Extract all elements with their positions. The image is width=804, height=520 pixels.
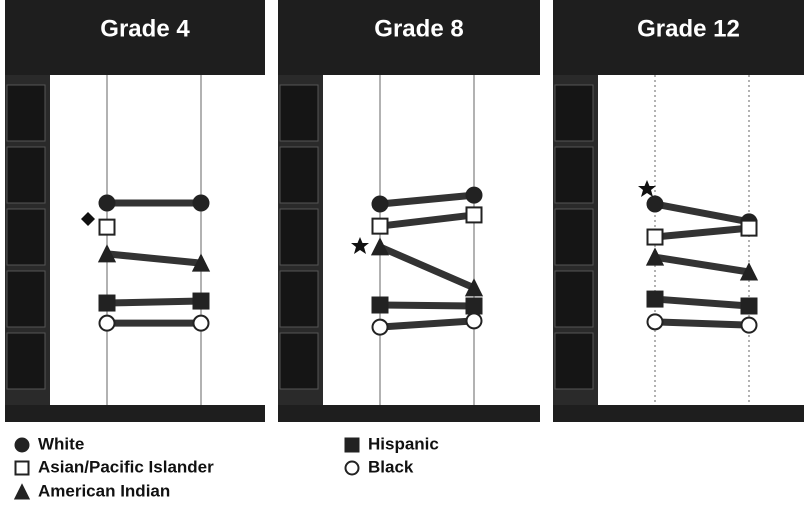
strip-box [6, 84, 46, 142]
legend-label: Asian/Pacific Islander [38, 457, 214, 476]
series-line [378, 243, 476, 292]
marker [13, 483, 31, 500]
bottom-bar [278, 405, 540, 422]
panel: Grade 8 [278, 0, 540, 422]
strip-box [279, 332, 319, 390]
series-line [379, 211, 475, 230]
strip-box [6, 146, 46, 204]
marker [98, 218, 116, 236]
strip-box [6, 208, 46, 266]
series-line [654, 224, 750, 241]
bottom-bar [553, 405, 804, 422]
marker [14, 437, 30, 453]
strip-box [279, 146, 319, 204]
title-band [278, 0, 540, 75]
strip-box [554, 84, 594, 142]
legend-label: White [38, 434, 84, 453]
panel-title: Grade 8 [374, 15, 463, 42]
bottom-bar [5, 405, 265, 422]
marker [646, 228, 664, 246]
marker [371, 217, 389, 235]
strip-box [6, 332, 46, 390]
marker [740, 219, 758, 237]
marker [465, 297, 483, 315]
strip-box [279, 208, 319, 266]
series-line [106, 297, 202, 307]
series-line [654, 318, 750, 329]
legend-label: Black [368, 457, 414, 476]
panel: Grade 4 [5, 0, 265, 422]
marker [740, 316, 758, 334]
marker [371, 195, 389, 213]
series-line [106, 250, 202, 267]
star-marker [351, 237, 369, 254]
marker [191, 253, 211, 272]
marker [371, 296, 389, 314]
marker [370, 237, 390, 256]
marker [344, 437, 360, 453]
marker [192, 292, 210, 310]
marker [98, 194, 116, 212]
strip-box [554, 270, 594, 328]
series-line [379, 301, 475, 310]
marker [192, 194, 210, 212]
marker [646, 290, 664, 308]
plot-area [50, 75, 265, 405]
plot-area [323, 75, 540, 405]
marker [371, 318, 389, 336]
marker [739, 262, 759, 281]
title-band [5, 0, 265, 75]
strip-box [554, 208, 594, 266]
series-line [379, 191, 475, 208]
marker [98, 294, 116, 312]
strip-box [554, 146, 594, 204]
legend-label: American Indian [38, 481, 170, 500]
marker [465, 312, 483, 330]
marker [465, 186, 483, 204]
panel-title: Grade 12 [637, 15, 740, 42]
marker [98, 314, 116, 332]
series-line [379, 317, 475, 331]
marker [192, 314, 210, 332]
strip-box [279, 270, 319, 328]
marker [646, 195, 664, 213]
series-line [654, 200, 750, 226]
diamond-marker [81, 212, 95, 226]
title-band [553, 0, 804, 75]
marker [740, 297, 758, 315]
marker [97, 244, 117, 263]
panels: Grade 4 Grade 8 Grade 12 [5, 0, 804, 422]
panel-title: Grade 4 [100, 15, 190, 42]
strip-box [279, 84, 319, 142]
marker [14, 460, 30, 476]
panel: Grade 12 [553, 0, 804, 422]
plot-area [598, 75, 804, 405]
legend: White Asian/Pacific Islander American Indi… [13, 434, 439, 500]
star-marker [638, 180, 656, 197]
legend-label: Hispanic [368, 434, 439, 453]
marker [465, 206, 483, 224]
series-line [654, 295, 750, 310]
marker [464, 278, 484, 297]
strip-box [6, 270, 46, 328]
series-line [654, 253, 750, 276]
marker [645, 247, 665, 266]
marker [344, 460, 360, 476]
strip-box [554, 332, 594, 390]
marker [646, 313, 664, 331]
